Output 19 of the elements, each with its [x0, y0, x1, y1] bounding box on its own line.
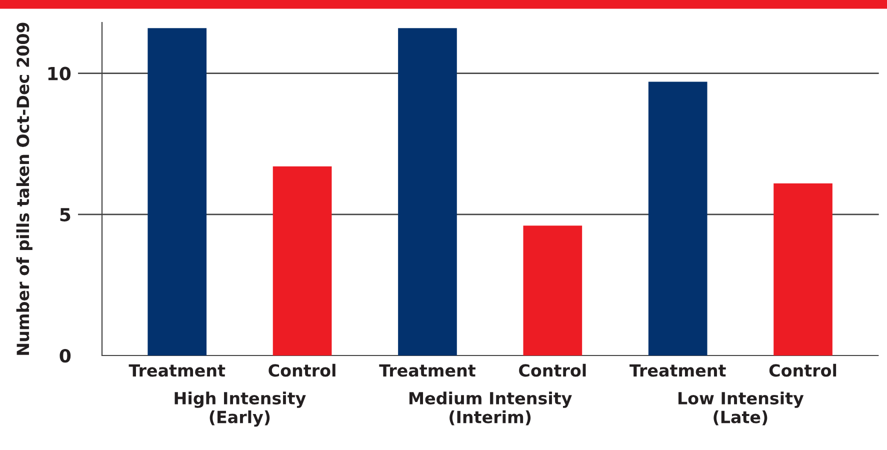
x-tick-label: Control [268, 364, 336, 377]
text: Low Intensity (Late) [678, 392, 804, 426]
x-tick-label: Control [519, 364, 586, 377]
x-tick-label: Treatment [128, 364, 226, 377]
y-tick-label: 0 [60, 348, 71, 363]
text: Medium Intensity (Interim) [409, 392, 572, 426]
bar [398, 28, 457, 356]
y-tick-label: 5 [60, 208, 70, 222]
y-tick-label: 10 [48, 66, 71, 80]
text: High Intensity (Early) [174, 392, 306, 427]
bar [648, 82, 708, 356]
x-tick-label: Control [769, 364, 836, 377]
x-tick-label: Treatment [630, 364, 726, 377]
bar [148, 28, 207, 356]
bar [272, 166, 332, 356]
bar [523, 226, 582, 356]
bar [774, 183, 832, 356]
y-axis-title: Number of pills taken Oct-Dec 2009 [16, 22, 32, 355]
x-tick-label: Treatment [379, 364, 476, 377]
